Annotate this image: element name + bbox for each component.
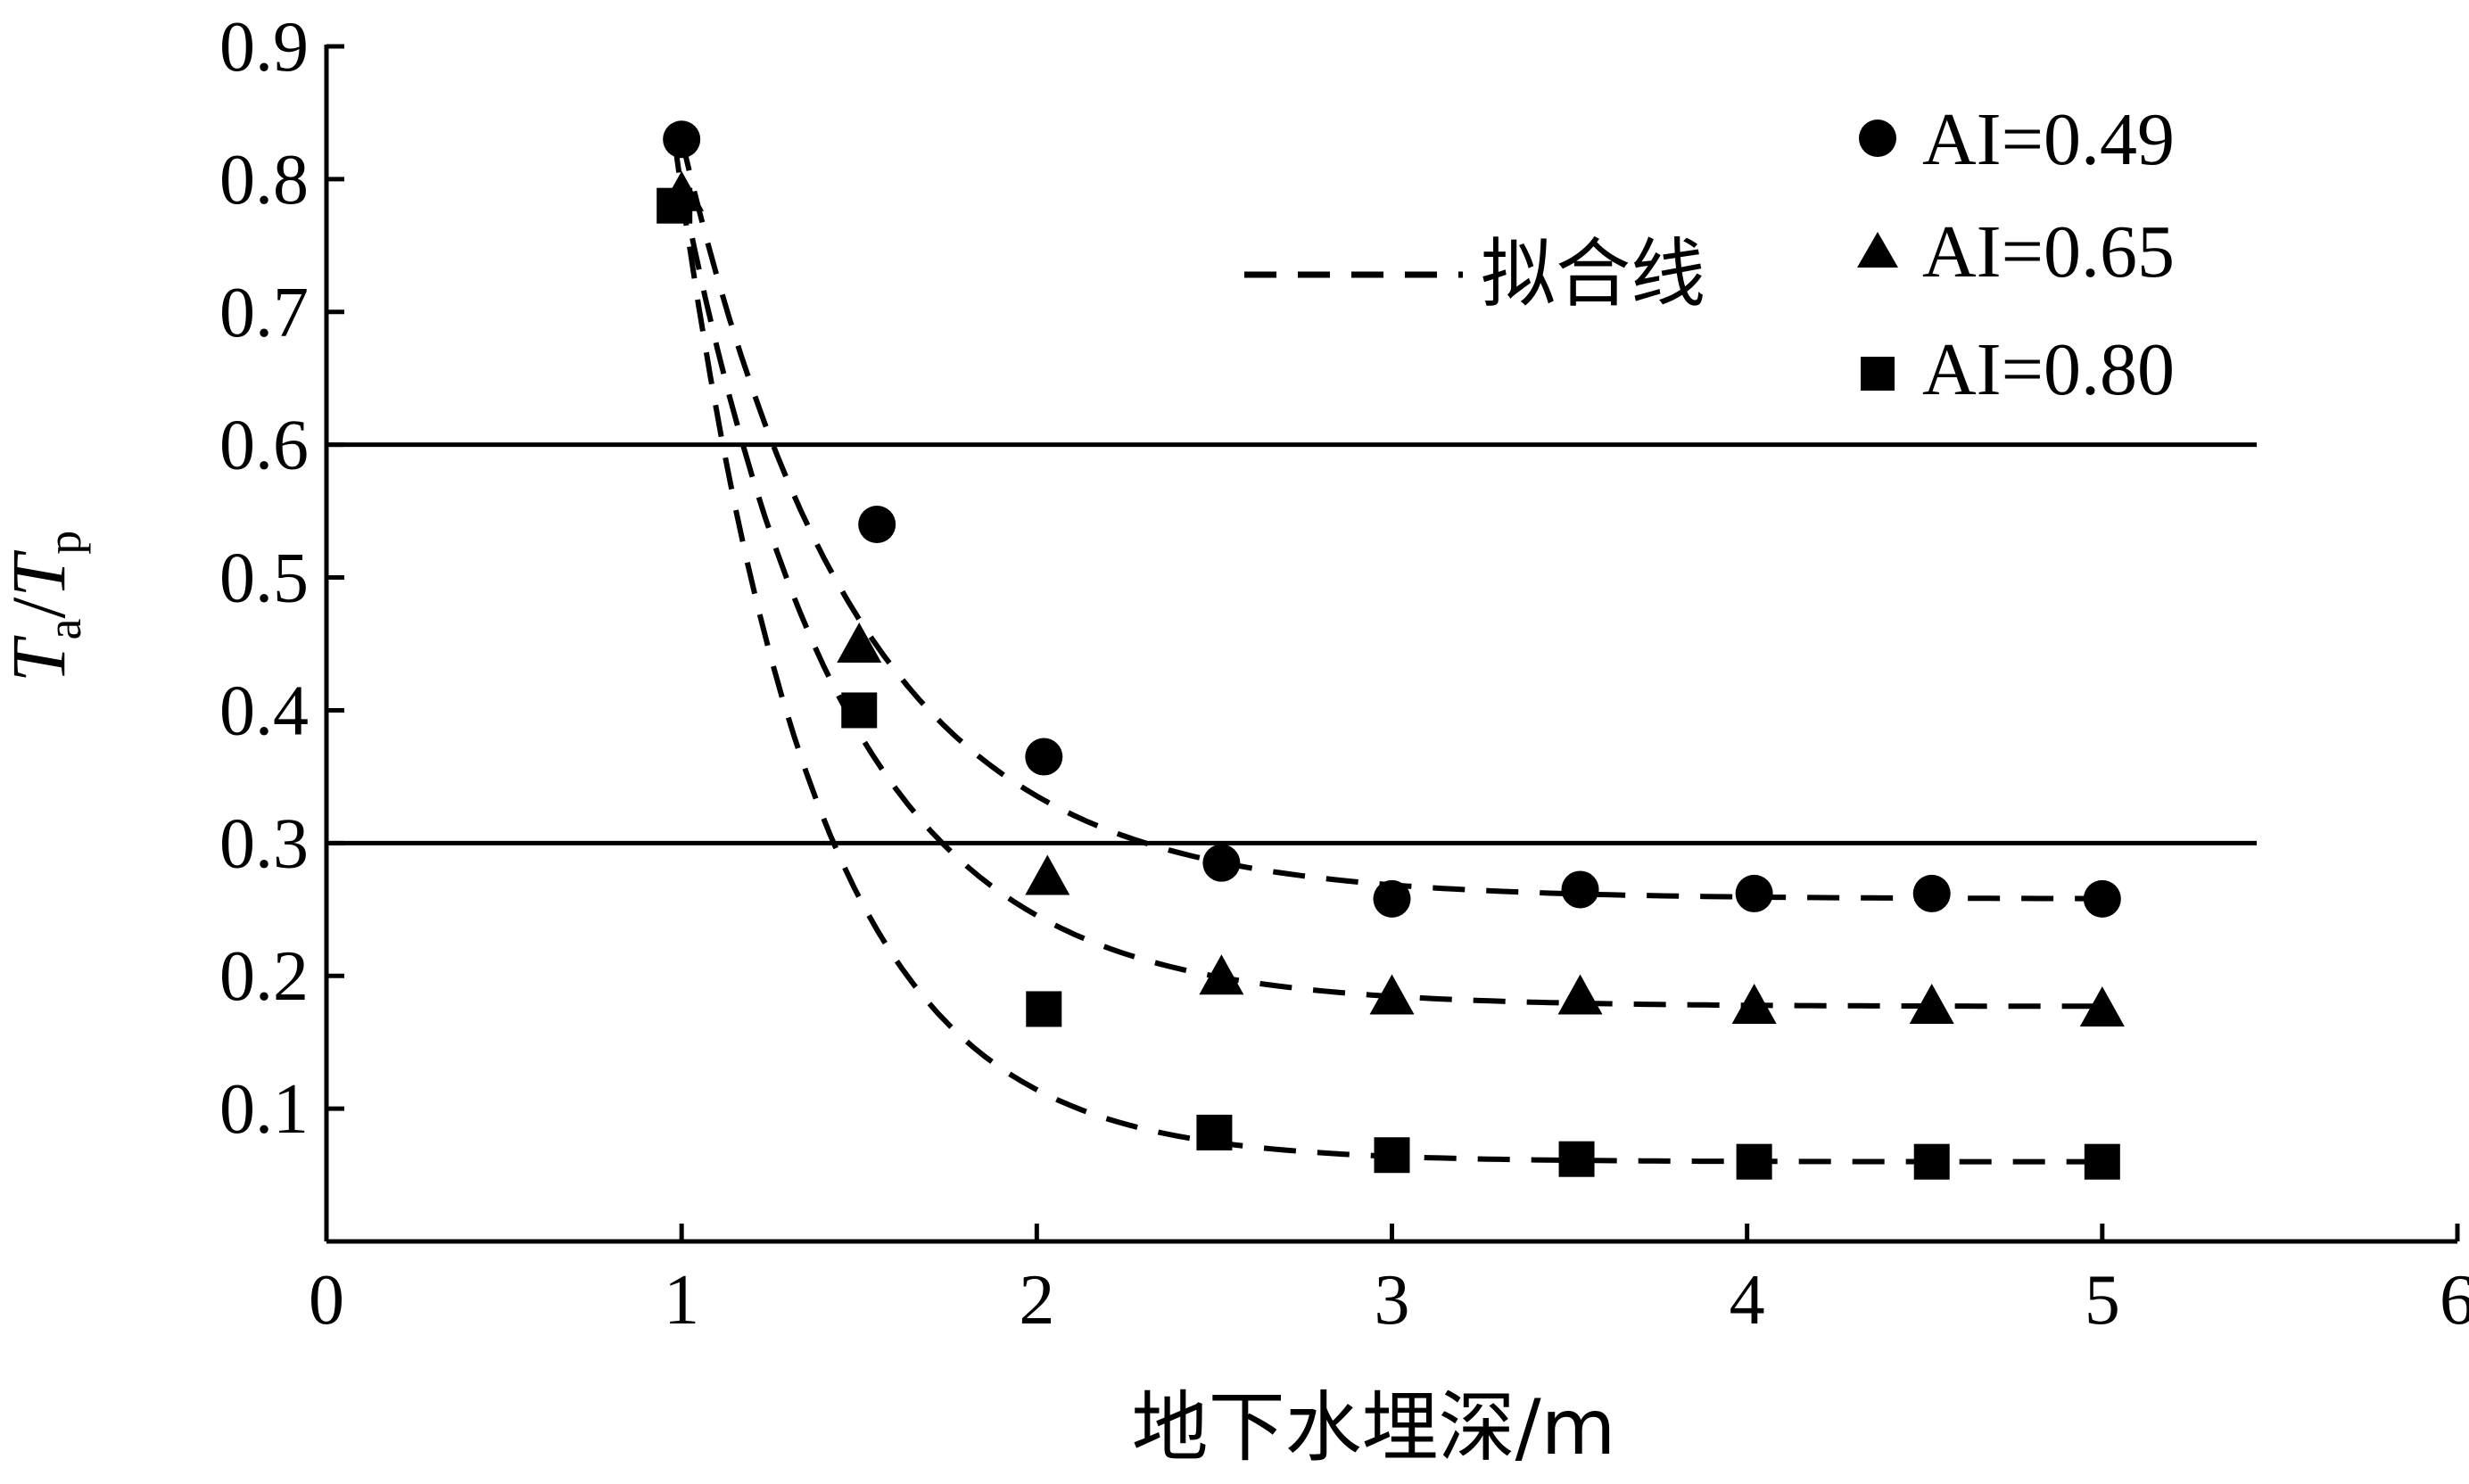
point-series-3 [2084,1143,2120,1180]
point-series-2 [1557,974,1603,1015]
point-series-2 [1199,954,1244,995]
reference-lines [326,442,2257,845]
point-series-3 [1558,1141,1595,1177]
x-tick-label: 0 [309,1261,344,1340]
point-series-3 [656,187,693,224]
point-series-3 [1374,1137,1410,1174]
x-tick-label: 5 [2085,1261,2120,1340]
point-series-2 [2079,985,2125,1026]
point-series-1 [1735,874,1773,912]
point-series-3 [1026,991,1062,1027]
point-series-3 [1736,1143,1772,1180]
point-series-2 [1731,983,1777,1024]
point-series-1 [1202,844,1241,882]
y-tick-label: 0.5 [219,540,309,618]
point-series-3 [1913,1143,1950,1180]
legend: 拟合线 AI=0.49 AI=0.65 AI=0.80 [1244,98,2175,411]
x-tick-label: 1 [664,1261,699,1340]
legend-marker-triangle [1857,232,1898,268]
x-tick-label: 6 [2440,1261,2469,1340]
point-series-1 [1373,879,1411,918]
y-tick-label: 0.2 [219,937,309,1016]
y-axis-label: Ta/Tp [0,531,91,683]
legend-label-series-2: AI=0.65 [1922,210,2175,293]
legend-label-series-3: AI=0.80 [1922,328,2175,411]
point-series-3 [841,692,878,729]
y-tick-label: 0.6 [219,407,309,485]
point-series-3 [1196,1114,1233,1150]
x-tick-label: 2 [1019,1261,1054,1340]
y-tick-label: 0.7 [219,274,309,352]
point-series-2 [1025,854,1070,895]
point-series-1 [858,506,896,543]
y-tick-label: 0.8 [219,141,309,219]
y-tick-label: 0.4 [219,672,309,750]
point-series-1 [2083,879,2121,918]
point-series-2 [1369,974,1415,1015]
ticks: 0 1 2 3 4 5 6 0.1 0.2 0.3 0.4 0.5 0.6 0.7 0.8 0.9 [219,8,2469,1340]
y-tick-label: 0.9 [219,8,309,87]
point-series-1 [1025,738,1063,776]
point-series-2 [837,622,882,663]
fit-line-series-1 [679,138,2110,902]
point-series-1 [663,120,701,159]
point-series-2 [1909,983,1954,1024]
point-series-1 [1912,874,1951,912]
x-axis-label: 地下水埋深/m [1132,1383,1616,1472]
legend-marker-circle [1859,120,1896,157]
y-tick-label: 0.3 [219,804,309,883]
data-points [656,120,2125,1180]
legend-marker-square [1861,357,1895,391]
point-series-1 [1561,870,1599,909]
legend-label-series-1: AI=0.49 [1922,98,2175,181]
y-tick-label: 0.1 [219,1070,309,1149]
legend-fit-label: 拟合线 [1481,230,1705,317]
x-tick-label: 4 [1730,1261,1765,1340]
x-tick-label: 3 [1375,1261,1410,1340]
